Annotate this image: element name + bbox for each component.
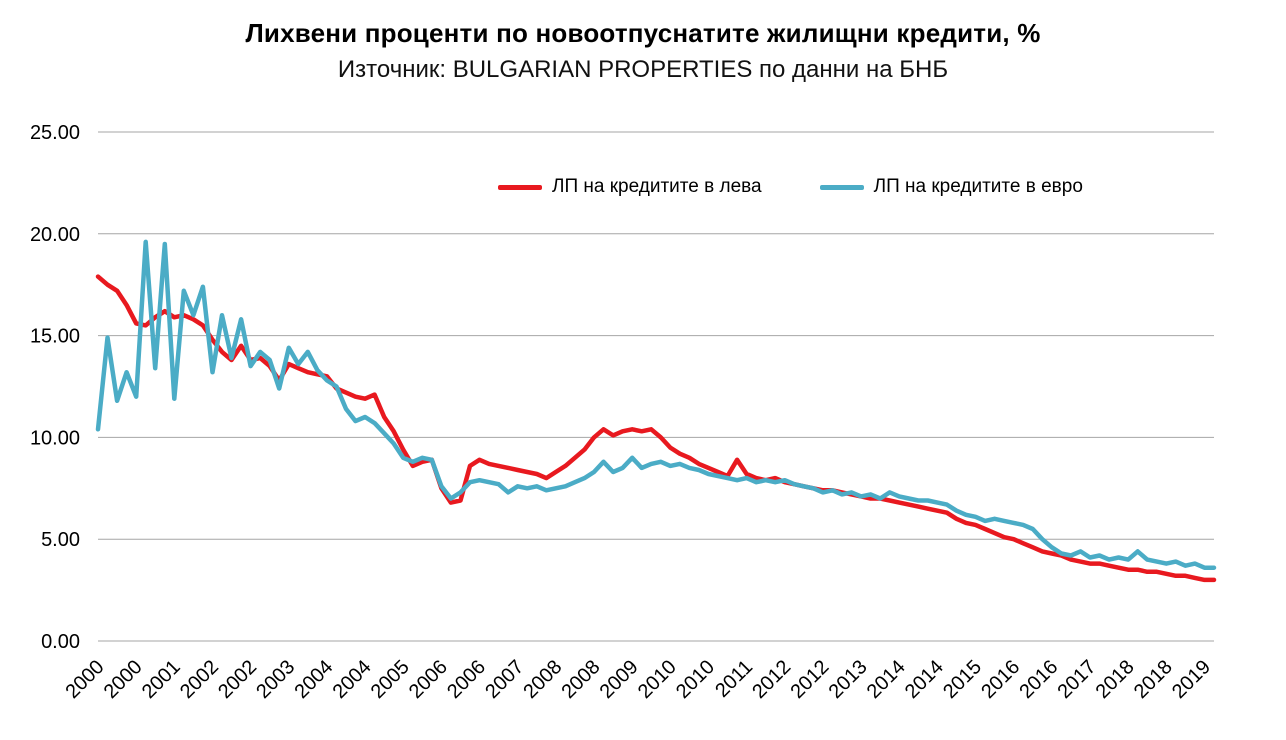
y-axis-label: 25.00: [30, 122, 80, 144]
x-axis-label: 2003: [252, 656, 299, 703]
x-axis-label: 2001: [138, 656, 185, 703]
x-axis-label: 2005: [367, 656, 414, 703]
y-axis-label: 20.00: [30, 224, 80, 246]
x-axis-label: 2004: [329, 656, 376, 703]
x-axis-label: 2009: [596, 656, 643, 703]
chart-title: Лихвени проценти по новоотпуснатите жили…: [245, 18, 1041, 48]
x-axis-label: 2008: [519, 656, 566, 703]
y-axis-label: 10.00: [30, 427, 80, 449]
y-axis-label: 0.00: [41, 631, 80, 653]
x-axis-label: 2006: [405, 656, 452, 703]
x-axis-label: 2007: [481, 656, 528, 703]
x-axis-label: 2010: [634, 656, 681, 703]
x-axis-label: 2004: [290, 656, 337, 703]
x-axis-label: 2012: [748, 656, 795, 703]
chart-subtitle: Източник: BULGARIAN PROPERTIES по данни …: [337, 56, 949, 83]
x-axis-label: 2018: [1130, 656, 1177, 703]
legend-label-evro: ЛП на кредитите в евро: [873, 176, 1083, 197]
legend-line-sample-leva-icon: [498, 184, 542, 190]
x-axis-label: 2017: [1054, 656, 1101, 703]
series-line-evro: [95, 239, 1217, 570]
x-axis-label: 2013: [825, 656, 872, 703]
y-axis-label: 15.00: [30, 326, 80, 348]
x-axis-label: 2002: [214, 656, 261, 703]
chart-legend: ЛП на кредитите в лева ЛП на кредитите в…: [498, 176, 1083, 198]
legend-label-leva: ЛП на кредитите в лева: [552, 176, 762, 197]
legend-line-sample-evro-icon: [819, 184, 864, 190]
x-axis-label: 2016: [977, 656, 1024, 703]
x-axis-label: 2018: [1092, 656, 1139, 703]
y-axis-label: 5.00: [41, 529, 80, 551]
x-axis-label: 2006: [443, 656, 490, 703]
series-line-leva: [95, 274, 1217, 583]
x-axis-label: 2012: [786, 656, 833, 703]
x-axis-label: 2002: [176, 656, 223, 703]
x-axis-label: 2000: [62, 656, 109, 703]
x-axis-label: 2010: [672, 656, 719, 703]
x-axis-label: 2008: [558, 656, 605, 703]
legend-item-evro: ЛП на кредитите в евро: [819, 176, 1083, 198]
x-axis-label: 2000: [100, 656, 147, 703]
x-axis-label: 2015: [939, 656, 986, 703]
x-axis-label: 2014: [901, 656, 948, 703]
x-axis-label: 2011: [711, 656, 757, 702]
legend-item-leva: ЛП на кредитите в лева: [498, 176, 762, 198]
x-axis-label: 2016: [1015, 656, 1062, 703]
x-axis-label: 2019: [1168, 656, 1215, 703]
x-axis-label: 2014: [863, 656, 910, 703]
